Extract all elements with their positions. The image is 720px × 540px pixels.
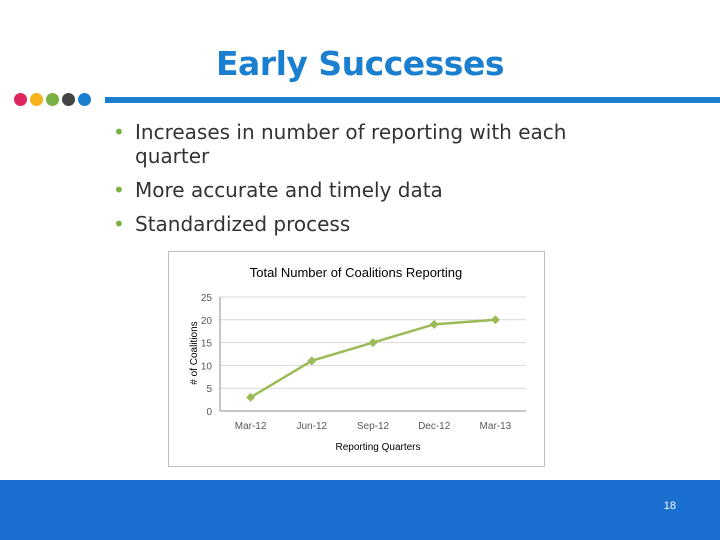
chart-frame: Total Number of Coalitions Reporting Rep…: [168, 251, 545, 467]
bullet-item: • Increases in number of reporting with e…: [113, 120, 613, 168]
data-point: [307, 356, 317, 366]
bullet-text: Standardized process: [135, 212, 351, 236]
y-tick-label: 25: [201, 293, 213, 304]
line-chart: Total Number of Coalitions Reporting Rep…: [189, 265, 526, 453]
x-tick-label: Jun-12: [297, 421, 328, 432]
x-tick-label: Dec-12: [418, 421, 451, 432]
bullet-list: • Increases in number of reporting with e…: [113, 120, 613, 246]
logo-dot: [46, 93, 59, 106]
y-tick-label: 15: [201, 339, 213, 350]
logo-dot: [14, 93, 27, 106]
y-axis-label: # of Coalitions: [189, 321, 200, 384]
data-point: [429, 319, 439, 329]
data-point: [490, 315, 500, 325]
bullet-text: More accurate and timely data: [135, 178, 443, 202]
logo-dot: [30, 93, 43, 106]
y-tick-label: 10: [201, 361, 213, 372]
data-point: [246, 392, 256, 402]
logo-dot: [78, 93, 91, 106]
x-tick-label: Sep-12: [357, 421, 390, 432]
bullet-item: • More accurate and timely data: [113, 178, 613, 202]
chart-title: Total Number of Coalitions Reporting: [250, 265, 462, 280]
slide-title: Early Successes: [216, 44, 504, 83]
title-rule: [105, 97, 720, 103]
bullet-icon: •: [113, 120, 125, 144]
y-tick-label: 5: [206, 384, 212, 395]
logo-dot: [62, 93, 75, 106]
data-point: [368, 338, 378, 348]
page-number: 18: [663, 500, 676, 512]
y-tick-label: 20: [201, 316, 213, 327]
bullet-icon: •: [113, 212, 125, 236]
y-tick-label: 0: [206, 407, 212, 418]
bullet-icon: •: [113, 178, 125, 202]
x-axis-label: Reporting Quarters: [335, 442, 420, 453]
x-tick-label: Mar-12: [235, 421, 267, 432]
footer-bar: [0, 480, 720, 540]
series-line: [249, 318, 496, 399]
bullet-text: Increases in number of reporting with ea…: [135, 120, 567, 168]
x-tick-label: Mar-13: [480, 421, 512, 432]
bullet-item: • Standardized process: [113, 212, 613, 236]
